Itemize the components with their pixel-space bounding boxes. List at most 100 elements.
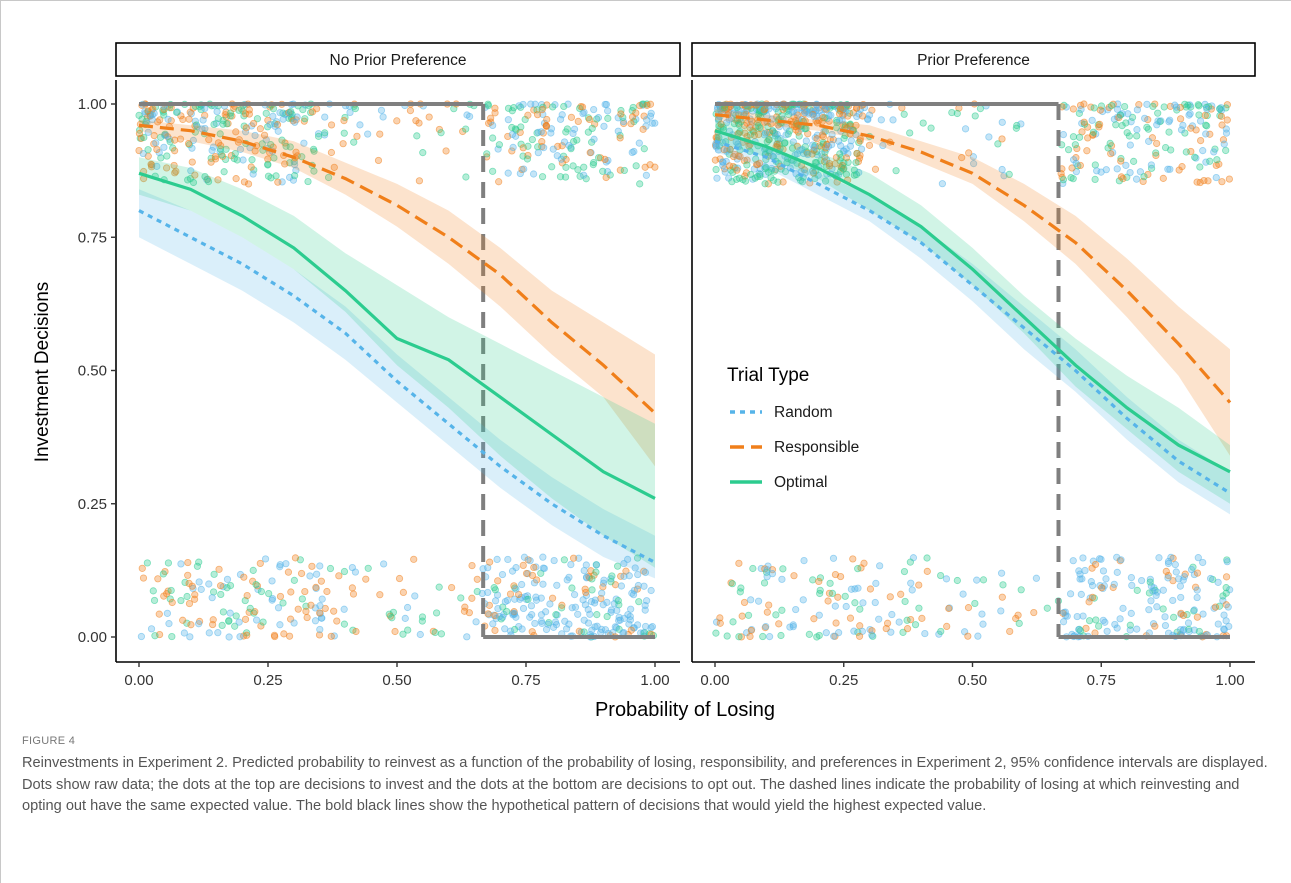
data-dot xyxy=(257,622,265,630)
data-dot xyxy=(824,142,833,150)
data-dot xyxy=(510,609,518,617)
data-dot xyxy=(186,633,194,641)
data-dot xyxy=(160,592,168,600)
data-dot xyxy=(1117,154,1125,163)
data-dot xyxy=(1213,156,1221,164)
data-dot xyxy=(1220,140,1228,148)
data-dot xyxy=(901,597,909,606)
data-dot xyxy=(730,109,738,117)
data-dot xyxy=(150,109,158,117)
data-dot xyxy=(211,152,219,161)
data-dot xyxy=(1190,606,1198,614)
data-dot xyxy=(215,565,223,573)
data-dot xyxy=(479,565,487,573)
data-dot xyxy=(468,562,476,570)
data-dot xyxy=(165,620,173,628)
data-dot xyxy=(602,100,611,109)
data-dot xyxy=(1212,173,1220,182)
x-tick-label: 0.25 xyxy=(253,672,282,689)
data-dot xyxy=(1146,578,1154,586)
data-dot xyxy=(193,562,202,570)
data-dot xyxy=(163,152,171,160)
data-dot xyxy=(316,609,324,617)
data-dot xyxy=(998,118,1006,126)
data-dot xyxy=(588,575,596,583)
data-dot xyxy=(180,629,188,637)
data-dot xyxy=(1170,613,1178,621)
data-dot xyxy=(538,619,546,627)
data-dot xyxy=(571,603,580,611)
data-dot xyxy=(969,153,977,161)
data-dot xyxy=(191,171,199,179)
data-dot xyxy=(523,155,532,163)
data-dot xyxy=(549,103,557,111)
data-dot xyxy=(1072,159,1080,167)
data-dot xyxy=(915,581,923,589)
data-dot xyxy=(419,149,427,157)
data-dot xyxy=(832,619,840,627)
data-dot xyxy=(528,628,536,636)
data-dot xyxy=(945,604,953,613)
data-dot xyxy=(851,599,859,607)
data-dot xyxy=(311,617,320,625)
data-dot xyxy=(937,571,945,580)
data-dot xyxy=(293,113,301,121)
ci-ribbon-random xyxy=(139,189,655,579)
data-dot xyxy=(1151,622,1159,630)
data-dot xyxy=(779,178,787,186)
data-dot xyxy=(778,575,786,583)
data-dot xyxy=(527,100,535,108)
data-dot xyxy=(316,602,324,610)
data-dot xyxy=(1059,618,1068,626)
data-dot xyxy=(1177,609,1185,617)
data-dot xyxy=(1079,554,1087,562)
data-dot xyxy=(489,121,497,130)
data-dot xyxy=(760,579,769,587)
data-dot xyxy=(1059,176,1068,184)
data-dot xyxy=(777,631,785,640)
series-line-optimal xyxy=(138,171,656,500)
data-dot xyxy=(1219,592,1227,600)
data-dot xyxy=(435,125,444,134)
data-dot xyxy=(1222,617,1230,625)
data-dot xyxy=(512,126,520,134)
data-dot xyxy=(1184,101,1192,109)
data-dot xyxy=(798,145,806,154)
data-dot xyxy=(542,122,551,131)
data-dot xyxy=(1069,105,1077,113)
data-dot xyxy=(872,579,880,588)
data-dot xyxy=(364,564,372,572)
data-dot xyxy=(327,632,335,640)
data-dot xyxy=(1164,165,1172,173)
data-dot xyxy=(268,596,276,604)
data-dot xyxy=(1096,106,1104,114)
data-dot xyxy=(971,599,979,608)
legend-entry-optimal: Optimal xyxy=(774,474,827,491)
data-dot xyxy=(836,150,844,158)
data-dot xyxy=(759,632,767,641)
data-dot xyxy=(340,620,348,628)
data-dot xyxy=(717,120,725,128)
data-dot xyxy=(578,103,587,111)
frame-top-border xyxy=(0,0,1291,1)
ci-ribbon-responsible xyxy=(139,120,655,467)
figure-caption: FIGURE 4 Reinvestments in Experiment 2. … xyxy=(22,735,1272,818)
data-dot xyxy=(979,576,988,584)
data-dot xyxy=(191,591,199,599)
chart: No Prior Preference 0.00 0.25 0.50 0.75 1.00 0… xyxy=(32,42,1256,721)
data-dot xyxy=(594,114,603,122)
y-axis-label: Investment Decisions xyxy=(32,282,53,463)
data-dot xyxy=(1043,604,1051,612)
data-dot xyxy=(512,585,520,593)
data-dot xyxy=(1113,624,1121,632)
data-dot xyxy=(1148,134,1157,142)
data-dot xyxy=(156,116,164,124)
data-dot xyxy=(588,124,596,133)
data-dot xyxy=(147,625,156,633)
data-dot xyxy=(1218,121,1226,129)
data-dot xyxy=(548,594,557,602)
data-dot xyxy=(210,588,218,596)
data-dot xyxy=(1197,137,1205,145)
data-dot xyxy=(193,123,201,131)
data-dot xyxy=(805,630,813,638)
